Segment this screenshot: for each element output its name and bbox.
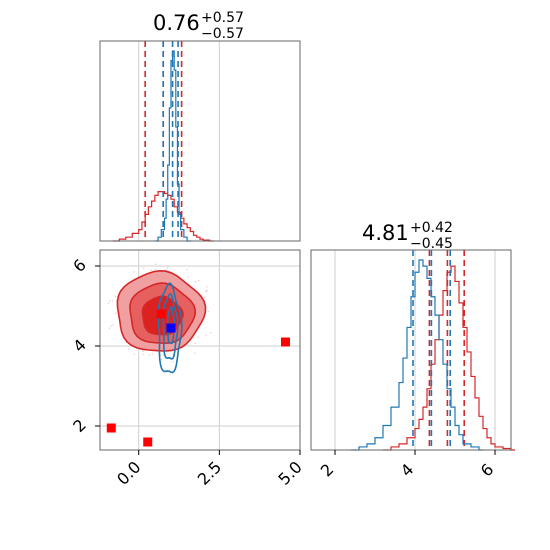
joint-marker-1 bbox=[280, 337, 290, 347]
marginal-x-title-value: 0.76 bbox=[153, 11, 200, 35]
marginal-y-xtick-label-1: 4 bbox=[397, 460, 418, 481]
joint-sample-74 bbox=[205, 290, 207, 293]
joint-sample-32 bbox=[114, 295, 116, 298]
joint-ytick-label-2: 6 bbox=[69, 255, 90, 276]
joint-sample-86 bbox=[115, 312, 117, 315]
marginal-y-frame bbox=[310, 249, 512, 451]
marginal-y-series-1 bbox=[351, 259, 483, 451]
joint-sample-79 bbox=[110, 325, 113, 327]
joint-sample-47 bbox=[206, 286, 208, 288]
marginal-x-frame bbox=[99, 40, 301, 242]
marginal-x-series-0 bbox=[112, 191, 214, 242]
marginal-y-title-value: 4.81 bbox=[362, 221, 409, 245]
marginal-y-panel: 4.81 +0.42 −0.45 2 4 6 bbox=[310, 220, 515, 481]
joint-marker-3 bbox=[143, 437, 153, 447]
marginal-y-xtick-label-0: 2 bbox=[317, 460, 338, 481]
marginal-x-panel: 0.76 +0.57 −0.57 bbox=[99, 10, 301, 242]
joint-sample-71 bbox=[133, 271, 135, 273]
joint-sample-88 bbox=[108, 327, 111, 329]
joint-sample-84 bbox=[109, 300, 111, 302]
joint-sample-54 bbox=[133, 353, 135, 356]
joint-sample-36 bbox=[154, 268, 156, 271]
marginal-y-title-plus: +0.42 bbox=[410, 220, 453, 236]
joint-sample-48 bbox=[111, 300, 114, 302]
joint-blue-contour-1 bbox=[162, 293, 179, 360]
joint-sample-87 bbox=[172, 360, 175, 363]
marginal-x-title-plus: +0.57 bbox=[201, 10, 244, 26]
joint-xtick-label-1: 2.5 bbox=[194, 457, 225, 488]
joint-sample-50 bbox=[194, 281, 197, 283]
joint-sample-19 bbox=[187, 276, 190, 278]
joint-sample-72 bbox=[151, 353, 154, 355]
joint-sample-110 bbox=[192, 337, 195, 339]
joint-sample-5 bbox=[150, 269, 152, 271]
joint-sample-97 bbox=[107, 302, 110, 305]
joint-marker-2 bbox=[106, 423, 116, 433]
joint-sample-115 bbox=[203, 296, 206, 299]
joint-sample-43 bbox=[142, 353, 144, 356]
joint-ytick-label-0: 2 bbox=[69, 415, 90, 436]
joint-sample-38 bbox=[205, 334, 208, 336]
joint-sample-37 bbox=[194, 352, 196, 354]
joint-inner bbox=[100, 250, 300, 450]
joint-sample-11 bbox=[210, 332, 212, 334]
marginal-y-xtick-label-2: 6 bbox=[477, 460, 498, 481]
joint-sample-21 bbox=[206, 289, 208, 292]
joint-sample-58 bbox=[112, 324, 114, 326]
joint-sample-95 bbox=[194, 342, 197, 344]
marginal-y-series-0 bbox=[383, 265, 515, 451]
joint-sample-16 bbox=[186, 268, 188, 271]
joint-frame bbox=[99, 249, 301, 451]
joint-sample-69 bbox=[207, 310, 210, 313]
joint-sample-44 bbox=[155, 263, 157, 265]
joint-blue-contour-0 bbox=[157, 282, 183, 374]
joint-xtick-label-2: 5.0 bbox=[274, 457, 305, 488]
joint-sample-93 bbox=[160, 358, 163, 360]
joint-sample-55 bbox=[166, 267, 169, 269]
joint-sample-29 bbox=[142, 350, 144, 353]
joint-sample-53 bbox=[148, 354, 150, 356]
joint-sample-22 bbox=[164, 265, 166, 267]
joint-sample-83 bbox=[197, 336, 200, 339]
joint-xtick-label-0: 0.0 bbox=[113, 457, 144, 488]
joint-marker-0 bbox=[156, 309, 166, 319]
joint-sample-89 bbox=[127, 348, 130, 350]
joint-sample-106 bbox=[142, 267, 145, 269]
joint-marker-4 bbox=[166, 323, 176, 333]
joint-ytick-label-1: 4 bbox=[69, 335, 90, 356]
marginal-x-title-minus: −0.57 bbox=[201, 26, 244, 42]
marginal-y-title-minus: −0.45 bbox=[410, 236, 453, 252]
joint-sample-81 bbox=[197, 280, 200, 282]
joint-panel: 0.0 2.5 5.0 2 4 6 bbox=[69, 249, 306, 489]
